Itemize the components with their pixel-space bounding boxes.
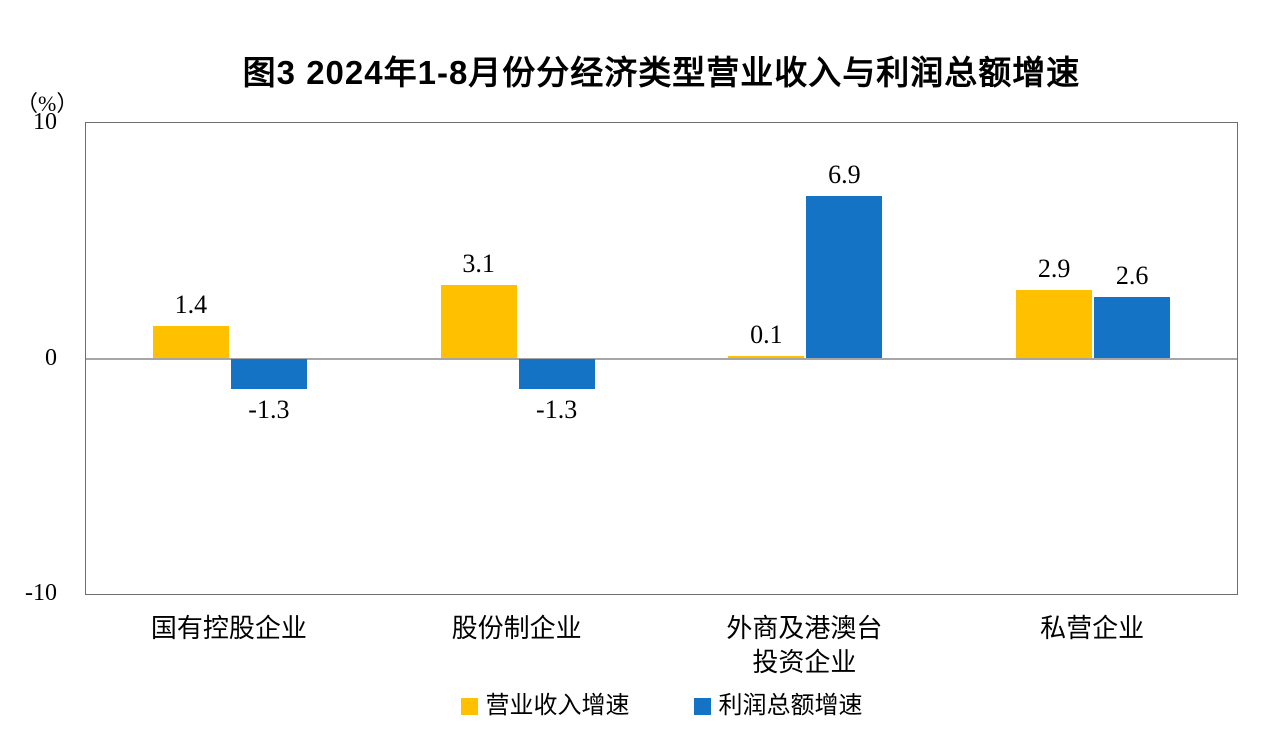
legend-swatch xyxy=(693,697,711,715)
chart-title: 图3 2024年1-8月份分经济类型营业收入与利润总额增速 xyxy=(242,54,1081,91)
legend-label: 利润总额增速 xyxy=(718,693,863,719)
legend-item-利润总额增速: 利润总额增速 xyxy=(693,692,863,720)
bar-营业收入增速-国有控股企业 xyxy=(152,325,229,359)
value-label: 1.4 xyxy=(174,289,208,319)
bar-利润总额增速-国有控股企业 xyxy=(230,358,307,390)
y-tick-label: 0 xyxy=(45,344,57,371)
plot-area: 1.4 -1.3 3.1 -1.3 0.1 6.9 2.9 2.6 xyxy=(85,122,1238,595)
bar-利润总额增速-私营企业 xyxy=(1094,297,1171,359)
x-axis-category-labels: 国有控股企业 股份制企业 外商及港澳台 投资企业 私营企业 xyxy=(85,612,1238,684)
zero-gridline xyxy=(86,357,1237,360)
bar-利润总额增速-股份制企业 xyxy=(518,358,595,390)
value-label: 3.1 xyxy=(462,249,495,279)
y-tick-label: -10 xyxy=(25,580,57,606)
value-label: -1.3 xyxy=(248,395,290,425)
legend-item-营业收入增速: 营业收入增速 xyxy=(460,692,630,720)
bar-利润总额增速-外商及港澳台投资企业 xyxy=(806,196,883,359)
x-category-label: 股份制企业 xyxy=(451,614,582,643)
x-category-label: 私营企业 xyxy=(1040,614,1145,643)
y-tick-label: 10 xyxy=(33,109,57,135)
value-label: 0.1 xyxy=(750,320,783,350)
legend-label: 营业收入增速 xyxy=(485,693,630,719)
value-label: 6.9 xyxy=(828,160,861,189)
legend: 营业收入增速 利润总额增速 xyxy=(85,692,1238,720)
x-category-label: 国有控股企业 xyxy=(150,614,307,643)
y-axis-unit-label: （%） xyxy=(16,91,79,116)
bar-营业收入增速-外商及港澳台投资企业 xyxy=(728,356,805,359)
bar-营业收入增速-私营企业 xyxy=(1016,290,1093,359)
value-label: -1.3 xyxy=(536,395,578,425)
bar-营业收入增速-股份制企业 xyxy=(440,285,517,359)
x-category-label: 外商及港澳台 投资企业 xyxy=(726,614,883,677)
y-axis-tick-labels: 10 0 -10 xyxy=(0,109,57,606)
value-label: 2.6 xyxy=(1115,261,1149,291)
value-label: 2.9 xyxy=(1037,254,1071,284)
legend-swatch xyxy=(460,697,478,715)
